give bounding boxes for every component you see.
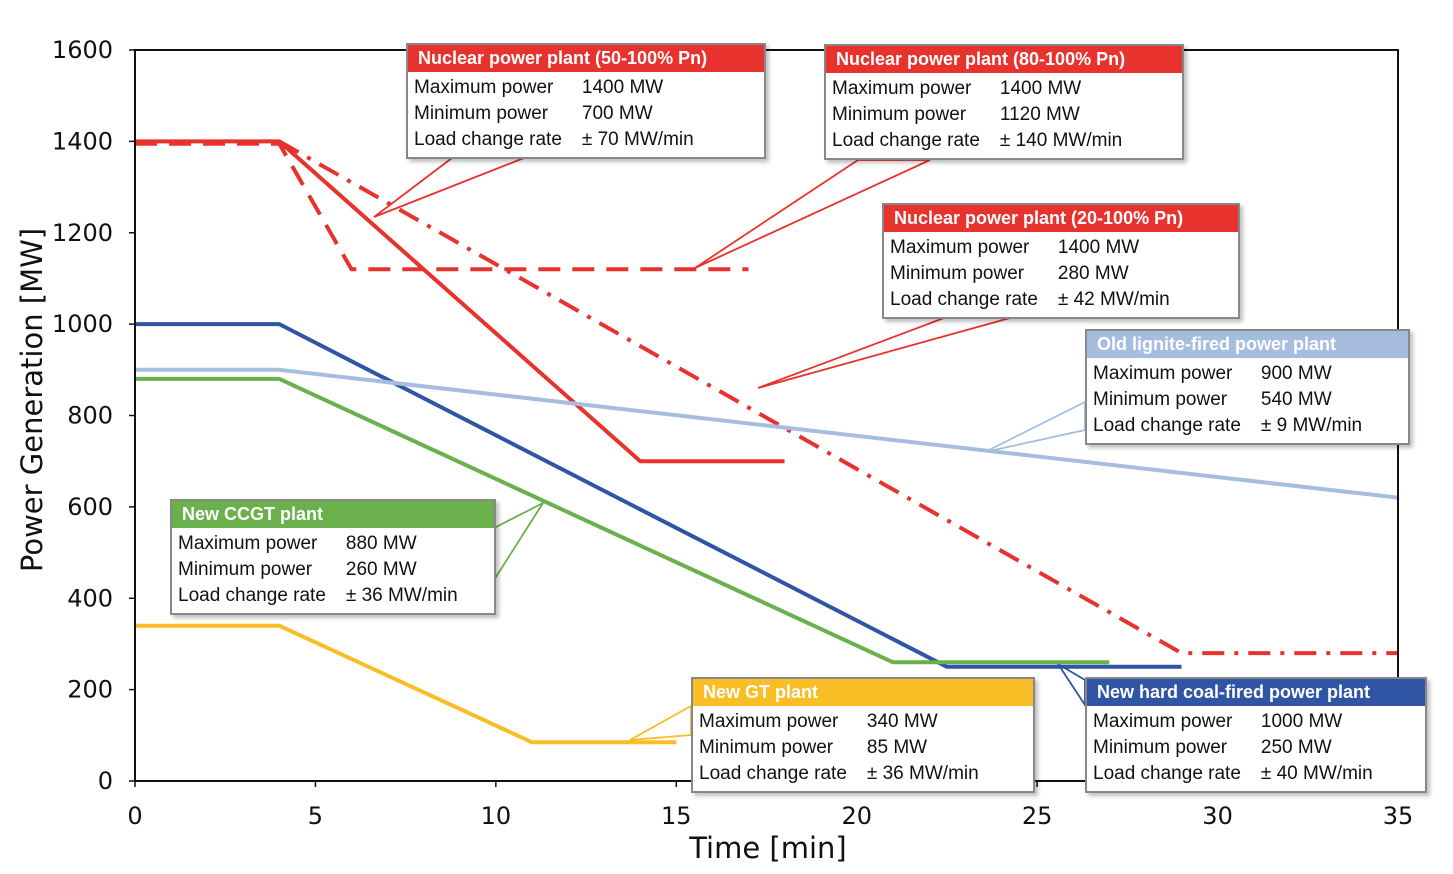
rate-label: Load change rate xyxy=(1093,763,1241,784)
callout-nuc80: Nuclear power plant (80-100% Pn) Maximum… xyxy=(824,44,1184,160)
min-value: 1120 MW xyxy=(999,104,1080,125)
y-axis-title: Power Generation [MW] xyxy=(15,228,49,572)
x-axis-title: Time [min] xyxy=(688,831,847,865)
rate-value: ± 36 MW/min xyxy=(866,763,979,784)
min-value: 250 MW xyxy=(1260,737,1332,758)
series-line-lignite xyxy=(135,367,1399,500)
max-label: Maximum power xyxy=(699,711,839,732)
min-value: 700 MW xyxy=(581,103,653,124)
x-tick-label: 10 xyxy=(481,802,512,830)
rate-label: Load change rate xyxy=(890,289,1038,310)
max-value: 1400 MW xyxy=(999,78,1082,99)
max-label: Maximum power xyxy=(414,77,554,98)
min-label: Minimum power xyxy=(699,737,834,758)
min-label: Minimum power xyxy=(1093,737,1228,758)
callout-ccgt: New CCGT plant Maximum power 880 MW Minim… xyxy=(170,499,496,615)
callout-gt: New GT plant Maximum power 340 MW Minimum… xyxy=(691,677,1035,793)
y-tick-label: 0 xyxy=(98,767,113,795)
max-label: Maximum power xyxy=(832,78,972,99)
min-label: Minimum power xyxy=(1093,389,1228,410)
series-line-nuc80 xyxy=(135,141,749,272)
callout-title: Old lignite-fired power plant xyxy=(1087,331,1408,358)
rate-label: Load change rate xyxy=(1093,415,1241,436)
series-line-ccgt xyxy=(135,376,1110,665)
callout-title: Nuclear power plant (50-100% Pn) xyxy=(408,45,764,72)
max-value: 340 MW xyxy=(866,711,938,732)
y-tick-label: 1400 xyxy=(52,127,113,155)
x-tick-label: 35 xyxy=(1383,802,1414,830)
callout-pointer-lignite xyxy=(984,400,1086,453)
series-line-gt xyxy=(135,623,677,745)
min-value: 540 MW xyxy=(1260,389,1332,410)
x-tick-label: 5 xyxy=(308,802,323,830)
rate-label: Load change rate xyxy=(832,130,980,151)
y-tick-label: 1000 xyxy=(52,310,113,338)
callout-pointer-nuc80 xyxy=(694,159,931,269)
callout-title: New hard coal-fired power plant xyxy=(1087,679,1425,706)
y-tick-label: 1200 xyxy=(52,219,113,247)
rate-value: ± 70 MW/min xyxy=(581,129,694,150)
x-tick-label: 30 xyxy=(1202,802,1233,830)
rate-value: ± 9 MW/min xyxy=(1260,415,1363,436)
callout-table: Maximum power 1400 MW Minimum power 1120 M… xyxy=(830,76,1124,154)
callout-title: New CCGT plant xyxy=(172,501,494,528)
max-label: Maximum power xyxy=(1093,363,1233,384)
y-tick-label: 400 xyxy=(67,584,113,612)
callout-table: Maximum power 900 MW Minimum power 540 MW … xyxy=(1091,361,1364,439)
callout-pointer-ccgt xyxy=(493,500,546,584)
x-tick-label: 20 xyxy=(841,802,872,830)
callout-title: New GT plant xyxy=(693,679,1033,706)
max-value: 880 MW xyxy=(345,533,417,554)
callout-pointer-gt xyxy=(629,704,692,741)
callout-table: Maximum power 1000 MW Minimum power 250 MW… xyxy=(1091,709,1375,787)
min-label: Minimum power xyxy=(414,103,549,124)
rate-label: Load change rate xyxy=(178,585,326,606)
max-label: Maximum power xyxy=(890,237,1030,258)
rate-value: ± 140 MW/min xyxy=(999,130,1123,151)
callout-table: Maximum power 340 MW Minimum power 85 MW L… xyxy=(697,709,981,787)
min-value: 85 MW xyxy=(866,737,928,758)
min-value: 260 MW xyxy=(345,559,417,580)
min-value: 280 MW xyxy=(1057,263,1129,284)
callout-table: Maximum power 880 MW Minimum power 260 MW … xyxy=(176,531,460,609)
callout-title: Nuclear power plant (20-100% Pn) xyxy=(884,205,1238,232)
callout-nuc50: Nuclear power plant (50-100% Pn) Maximum… xyxy=(406,43,766,159)
min-label: Minimum power xyxy=(178,559,313,580)
max-value: 1400 MW xyxy=(581,77,664,98)
max-value: 1400 MW xyxy=(1057,237,1140,258)
x-tick-label: 15 xyxy=(661,802,692,830)
y-tick-label: 800 xyxy=(67,402,113,430)
ticks-layer: 0 200 400 600 800 1000 1200 1400 1600 0 5 10 15 20 25 3… xyxy=(52,36,1413,830)
max-value: 900 MW xyxy=(1260,363,1332,384)
callout-pointer-nuc50 xyxy=(373,157,525,218)
x-tick-label: 0 xyxy=(127,802,142,830)
callout-pointer-nuc20 xyxy=(757,317,1011,389)
rate-value: ± 36 MW/min xyxy=(345,585,458,606)
callout-table: Maximum power 1400 MW Minimum power 700 MW… xyxy=(412,75,696,153)
rate-label: Load change rate xyxy=(699,763,847,784)
callout-lignite: Old lignite-fired power plant Maximum po… xyxy=(1085,329,1410,445)
series-line-nuc50 xyxy=(135,139,785,464)
max-label: Maximum power xyxy=(1093,711,1233,732)
callout-coal: New hard coal-fired power plant Maximum … xyxy=(1085,677,1427,793)
min-label: Minimum power xyxy=(832,104,967,125)
rate-value: ± 40 MW/min xyxy=(1260,763,1373,784)
callout-table: Maximum power 1400 MW Minimum power 280 MW… xyxy=(888,235,1172,313)
rate-label: Load change rate xyxy=(414,129,562,150)
callout-nuc20: Nuclear power plant (20-100% Pn) Maximum… xyxy=(882,203,1240,319)
y-tick-label: 1600 xyxy=(52,36,113,64)
x-tick-label: 25 xyxy=(1022,802,1053,830)
callout-title: Nuclear power plant (80-100% Pn) xyxy=(826,46,1182,73)
min-label: Minimum power xyxy=(890,263,1025,284)
y-tick-label: 600 xyxy=(67,493,113,521)
max-label: Maximum power xyxy=(178,533,318,554)
rate-value: ± 42 MW/min xyxy=(1057,289,1170,310)
max-value: 1000 MW xyxy=(1260,711,1343,732)
series-line-coal xyxy=(135,322,1182,669)
y-tick-label: 200 xyxy=(67,676,113,704)
callout-pointer-coal xyxy=(1057,663,1086,709)
series-layer xyxy=(135,139,1399,745)
